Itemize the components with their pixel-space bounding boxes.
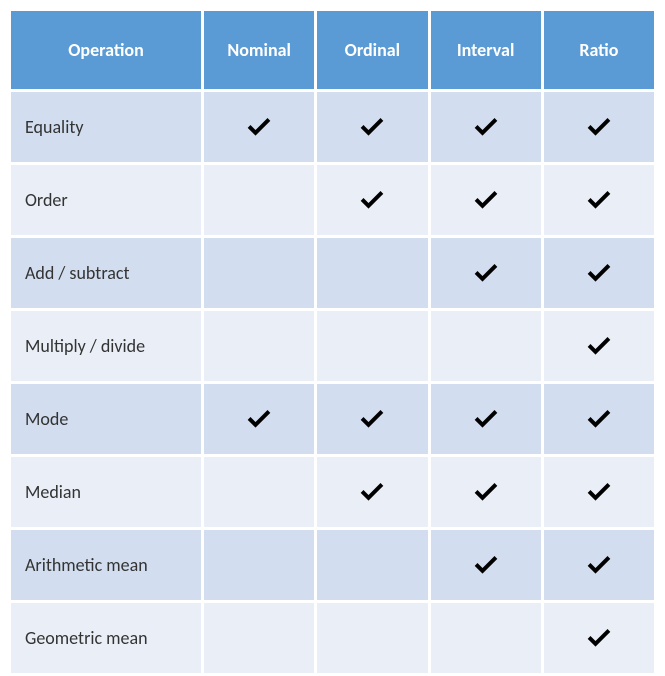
column-header-nominal: Nominal [204, 11, 314, 89]
operation-label: Add / subtract [11, 238, 201, 308]
table-cell [431, 92, 541, 162]
table-cell [431, 165, 541, 235]
check-icon [472, 259, 500, 287]
check-icon [472, 551, 500, 579]
column-header-ordinal: Ordinal [317, 11, 427, 89]
table-row: Order [11, 165, 654, 235]
table-cell [317, 238, 427, 308]
check-icon [358, 405, 386, 433]
check-icon [585, 551, 613, 579]
table-cell [317, 603, 427, 673]
scales-operations-table: Operation Nominal Ordinal Interval Ratio… [8, 8, 657, 676]
table-cell [431, 238, 541, 308]
operation-label: Order [11, 165, 201, 235]
check-icon [585, 186, 613, 214]
table-cell [544, 457, 654, 527]
table-cell [544, 238, 654, 308]
table-cell [431, 530, 541, 600]
table-row: Arithmetic mean [11, 530, 654, 600]
table-cell [544, 530, 654, 600]
table-cell [544, 92, 654, 162]
table-cell [204, 165, 314, 235]
check-icon [472, 405, 500, 433]
operation-label: Multiply / divide [11, 311, 201, 381]
operation-label: Mode [11, 384, 201, 454]
check-icon [585, 332, 613, 360]
check-icon [585, 405, 613, 433]
table-cell [317, 457, 427, 527]
table-cell [544, 603, 654, 673]
check-icon [358, 113, 386, 141]
check-icon [585, 259, 613, 287]
table-cell [317, 384, 427, 454]
table-cell [317, 530, 427, 600]
table-cell [431, 603, 541, 673]
operation-label: Equality [11, 92, 201, 162]
table-cell [317, 165, 427, 235]
table-cell [544, 311, 654, 381]
table-cell [204, 92, 314, 162]
check-icon [585, 478, 613, 506]
table-cell [544, 165, 654, 235]
table-cell [204, 311, 314, 381]
table-cell [431, 311, 541, 381]
table-body: EqualityOrderAdd / subtractMultiply / di… [11, 92, 654, 673]
table-cell [431, 457, 541, 527]
check-icon [585, 624, 613, 652]
table-cell [204, 238, 314, 308]
table-cell [317, 92, 427, 162]
table-row: Equality [11, 92, 654, 162]
check-icon [472, 186, 500, 214]
table-row: Median [11, 457, 654, 527]
check-icon [472, 478, 500, 506]
check-icon [245, 405, 273, 433]
table-cell [204, 457, 314, 527]
check-icon [245, 113, 273, 141]
check-icon [358, 478, 386, 506]
table-header-row: Operation Nominal Ordinal Interval Ratio [11, 11, 654, 89]
check-icon [585, 113, 613, 141]
operation-label: Arithmetic mean [11, 530, 201, 600]
operation-label: Median [11, 457, 201, 527]
column-header-operation: Operation [11, 11, 201, 89]
table-row: Geometric mean [11, 603, 654, 673]
table-cell [204, 530, 314, 600]
table-row: Mode [11, 384, 654, 454]
table-cell [544, 384, 654, 454]
table-row: Multiply / divide [11, 311, 654, 381]
column-header-ratio: Ratio [544, 11, 654, 89]
table-cell [204, 384, 314, 454]
check-icon [472, 113, 500, 141]
column-header-interval: Interval [431, 11, 541, 89]
operation-label: Geometric mean [11, 603, 201, 673]
check-icon [358, 186, 386, 214]
table-row: Add / subtract [11, 238, 654, 308]
table-cell [431, 384, 541, 454]
table-cell [317, 311, 427, 381]
table-cell [204, 603, 314, 673]
